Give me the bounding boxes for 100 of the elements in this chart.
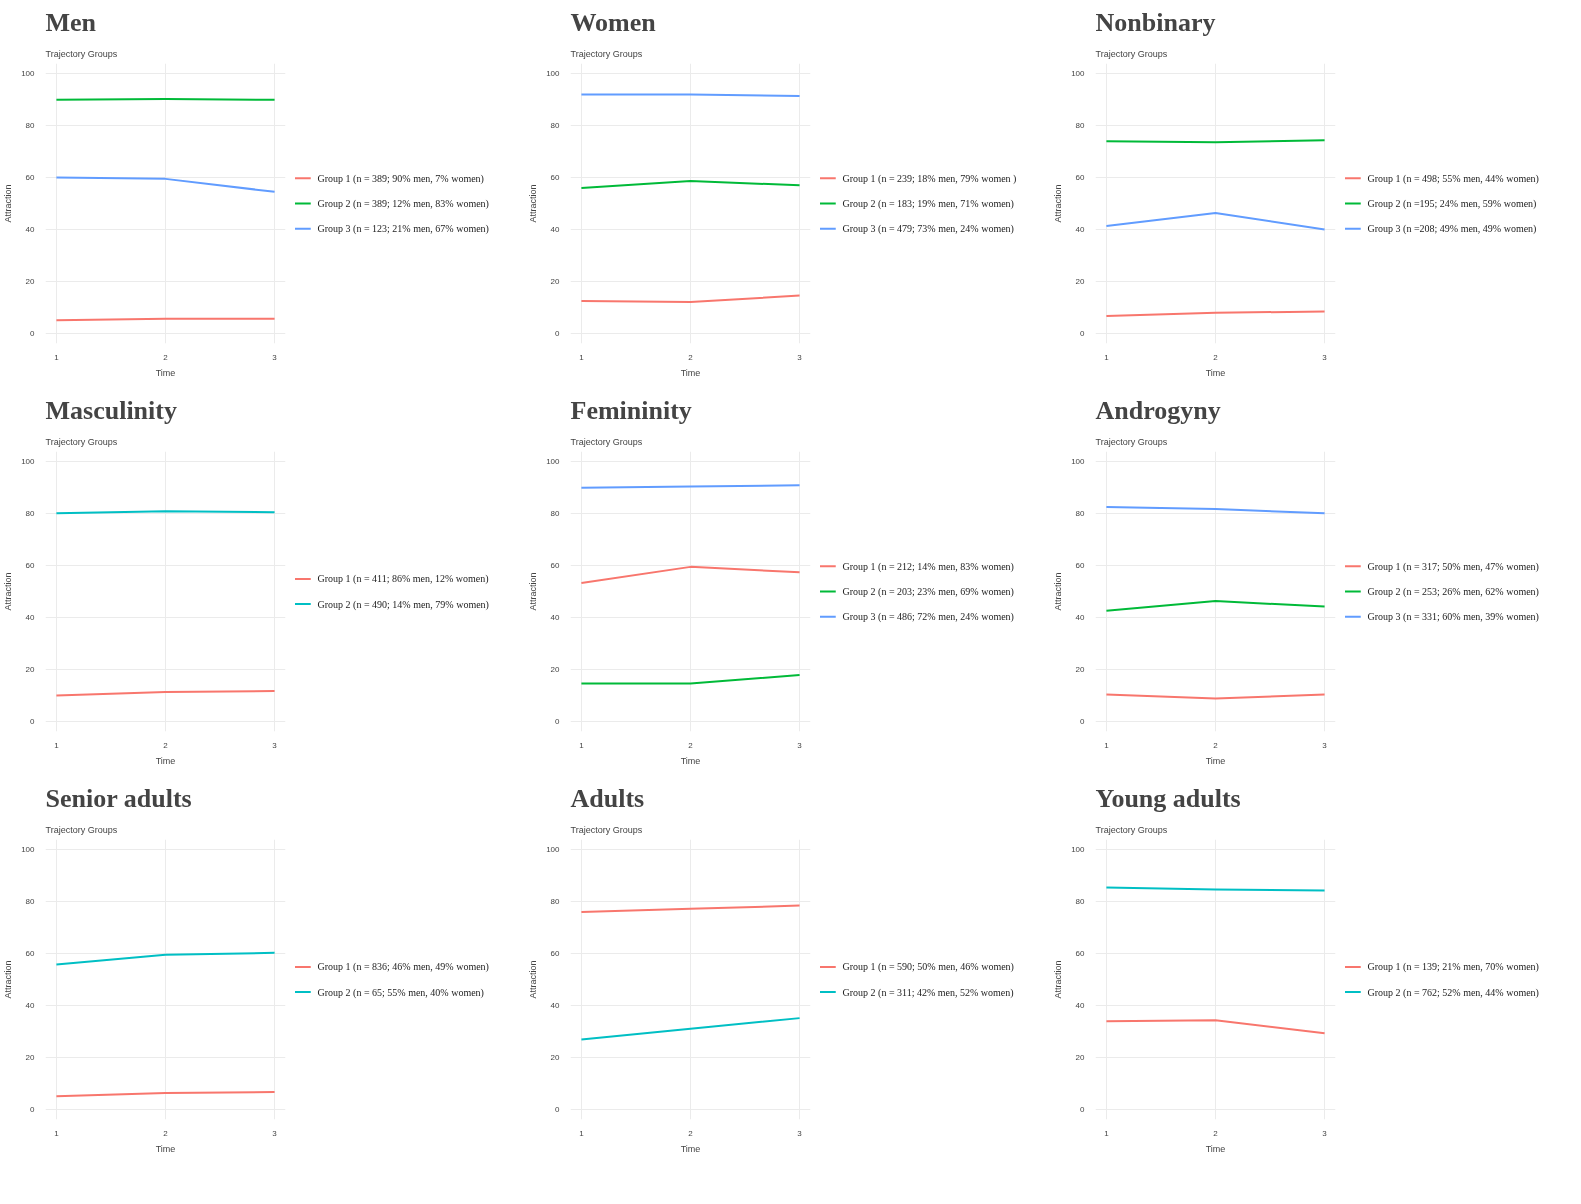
x-axis-title: Time	[155, 1143, 176, 1154]
x-axis-title: Time	[1205, 367, 1226, 378]
chart-subtitle: Trajectory Groups	[1095, 824, 1168, 835]
y-tick-label: 80	[550, 121, 561, 131]
legend-label: Group 2 (n =195; 24% men, 59% women)	[1367, 198, 1537, 210]
y-tick-label: 0	[555, 1104, 561, 1114]
x-tick-label: 2	[1213, 740, 1219, 750]
y-tick-label: 80	[25, 121, 36, 131]
y-tick-label: 60	[25, 561, 36, 571]
y-tick-label: 100	[546, 69, 561, 79]
y-tick-label: 20	[550, 664, 561, 674]
y-tick-label: 100	[21, 457, 36, 467]
chart-title: Nonbinary	[1095, 7, 1216, 37]
x-axis-title: Time	[680, 1143, 701, 1154]
x-tick-label: 2	[688, 352, 694, 362]
y-tick-label: 20	[1075, 664, 1086, 674]
y-axis-title: Attraction	[528, 572, 539, 611]
chart-title: Senior adults	[45, 783, 192, 813]
y-tick-label: 100	[546, 845, 561, 855]
legend-label: Group 1 (n = 411; 86% men, 12% women)	[317, 573, 489, 586]
y-tick-label: 20	[1075, 276, 1086, 286]
x-tick-label: 1	[54, 740, 60, 750]
chart-subtitle: Trajectory Groups	[570, 48, 643, 59]
y-tick-label: 80	[1075, 121, 1086, 131]
y-tick-label: 60	[550, 949, 561, 959]
y-axis-title: Attraction	[3, 960, 14, 999]
x-tick-label: 1	[579, 740, 585, 750]
x-tick-label: 1	[579, 1128, 585, 1138]
x-tick-label: 3	[1322, 1128, 1328, 1138]
x-axis-title: Time	[155, 367, 176, 378]
legend-label: Group 1 (n = 498; 55% men, 44% women)	[1367, 172, 1539, 185]
legend-label: Group 2 (n = 65; 55% men, 40% women)	[317, 986, 484, 999]
legend-label: Group 1 (n = 239; 18% men, 79% women )	[842, 172, 1017, 185]
x-tick-label: 1	[1104, 740, 1110, 750]
x-tick-label: 1	[1104, 1128, 1110, 1138]
x-axis-title: Time	[680, 755, 701, 766]
legend-label: Group 1 (n = 836; 46% men, 49% women)	[317, 961, 489, 974]
x-axis-title: Time	[680, 367, 701, 378]
legend-label: Group 2 (n = 311; 42% men, 52% women)	[842, 986, 1014, 999]
chart-subtitle: Trajectory Groups	[1095, 436, 1168, 447]
y-tick-label: 40	[25, 224, 36, 234]
legend-label: Group 1 (n = 590; 50% men, 46% women)	[842, 961, 1014, 974]
chart-title: Men	[45, 7, 97, 37]
y-tick-label: 0	[555, 328, 561, 338]
y-tick-label: 40	[550, 1000, 561, 1010]
y-tick-label: 100	[546, 457, 561, 467]
y-tick-label: 100	[1071, 69, 1086, 79]
x-tick-label: 2	[163, 740, 169, 750]
y-tick-label: 20	[550, 276, 561, 286]
x-tick-label: 1	[54, 1128, 60, 1138]
y-tick-label: 0	[30, 328, 36, 338]
chart-subtitle: Trajectory Groups	[45, 48, 118, 59]
y-tick-label: 80	[25, 509, 36, 519]
legend-label: Group 3 (n = 123; 21% men, 67% women)	[317, 223, 489, 236]
x-axis-title: Time	[155, 755, 176, 766]
chart-title: Androgyny	[1095, 395, 1221, 425]
x-axis-title: Time	[1205, 755, 1226, 766]
y-tick-label: 80	[550, 897, 561, 907]
x-tick-label: 3	[272, 1128, 278, 1138]
y-tick-label: 60	[25, 173, 36, 183]
x-tick-label: 2	[1213, 1128, 1219, 1138]
y-tick-label: 60	[1075, 949, 1086, 959]
y-tick-label: 40	[1075, 612, 1086, 622]
y-tick-label: 80	[1075, 509, 1086, 519]
y-tick-label: 80	[1075, 897, 1086, 907]
x-tick-label: 3	[272, 352, 278, 362]
y-tick-label: 0	[1080, 716, 1086, 726]
x-tick-label: 2	[688, 740, 694, 750]
legend-label: Group 2 (n = 203; 23% men, 69% women)	[842, 586, 1014, 598]
x-tick-label: 3	[1322, 740, 1328, 750]
legend-label: Group 3 (n =208; 49% men, 49% women)	[1367, 223, 1537, 236]
x-tick-label: 1	[579, 352, 585, 362]
y-tick-label: 0	[555, 716, 561, 726]
chart-subtitle: Trajectory Groups	[1095, 48, 1168, 59]
x-tick-label: 2	[163, 1128, 169, 1138]
legend-label: Group 2 (n = 253; 26% men, 62% women)	[1367, 586, 1539, 598]
y-tick-label: 60	[1075, 561, 1086, 571]
y-tick-label: 100	[1071, 845, 1086, 855]
y-tick-label: 100	[21, 69, 36, 79]
x-tick-label: 3	[797, 740, 803, 750]
legend-label: Group 3 (n = 331; 60% men, 39% women)	[1367, 611, 1539, 624]
x-tick-label: 3	[272, 740, 278, 750]
chart-title: Women	[570, 7, 657, 37]
y-tick-label: 20	[25, 1052, 36, 1062]
y-tick-label: 0	[30, 1104, 36, 1114]
y-axis-title: Attraction	[528, 960, 539, 999]
chart-subtitle: Trajectory Groups	[45, 436, 118, 447]
y-tick-label: 40	[25, 1000, 36, 1010]
x-tick-label: 3	[797, 1128, 803, 1138]
y-tick-label: 80	[550, 509, 561, 519]
y-tick-label: 60	[550, 173, 561, 183]
x-tick-label: 3	[1322, 352, 1328, 362]
chart-title: Femininity	[570, 395, 692, 425]
legend-label: Group 2 (n = 762; 52% men, 44% women)	[1367, 986, 1539, 999]
y-tick-label: 60	[1075, 173, 1086, 183]
y-tick-label: 40	[25, 612, 36, 622]
chart-subtitle: Trajectory Groups	[45, 824, 118, 835]
chart-title: Adults	[570, 783, 645, 813]
y-tick-label: 40	[1075, 224, 1086, 234]
legend-label: Group 2 (n = 389; 12% men, 83% women)	[317, 198, 489, 210]
